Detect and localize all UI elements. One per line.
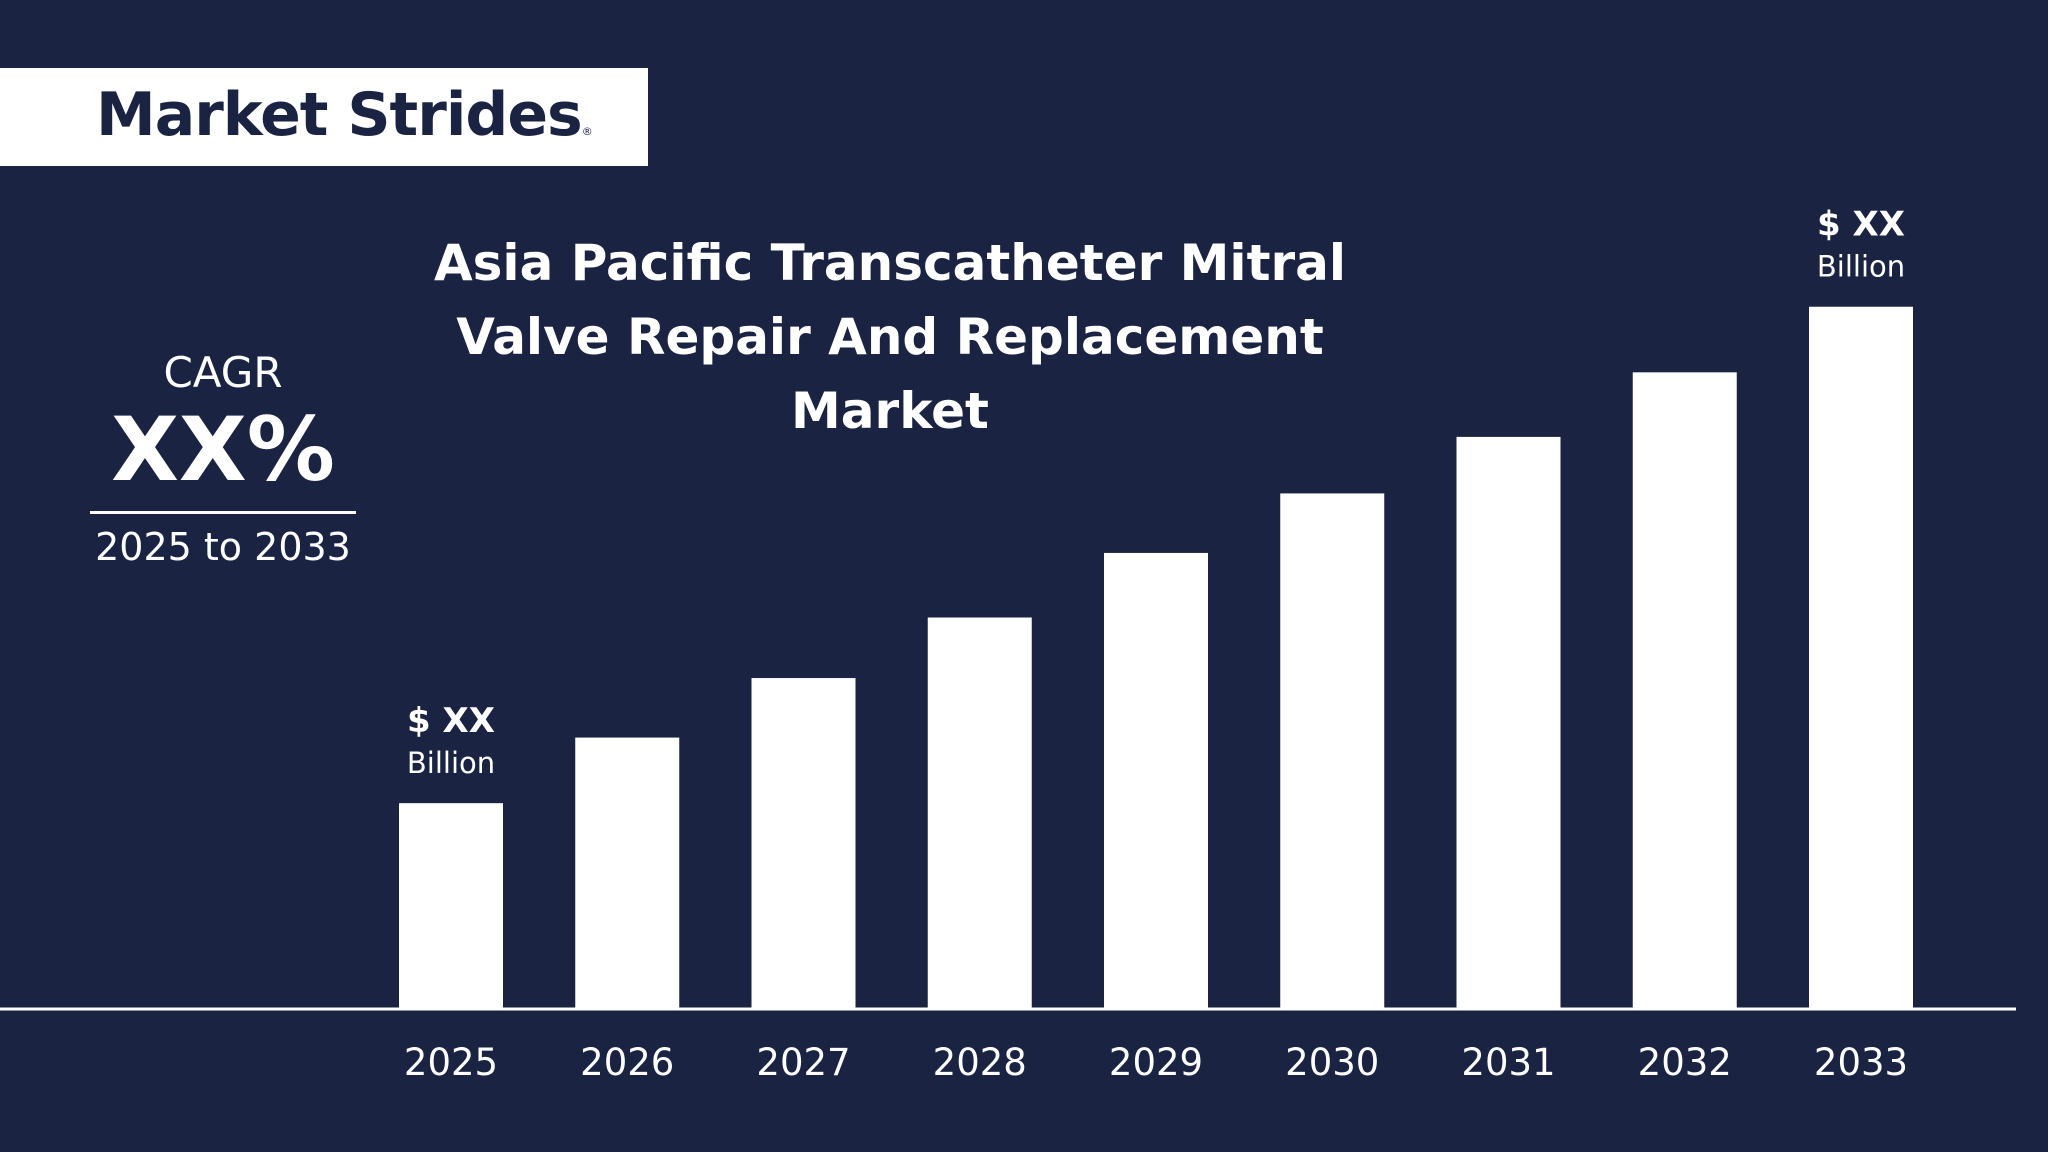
brand-name: Market Strides® xyxy=(96,80,593,150)
x-tick-2033: 2033 xyxy=(1814,1041,1908,1084)
brand-logo: Market Strides® xyxy=(0,68,648,166)
bar-2031 xyxy=(1456,436,1561,1010)
data-label-amount-2033: $ XX xyxy=(1817,205,1905,245)
data-label-amount-2025: $ XX xyxy=(407,701,495,741)
x-tick-2032: 2032 xyxy=(1638,1041,1732,1084)
bar-2029 xyxy=(1104,552,1208,1009)
bar-2033 xyxy=(1809,306,1913,1010)
x-tick-2025: 2025 xyxy=(404,1041,498,1084)
x-tick-2030: 2030 xyxy=(1285,1041,1379,1084)
cagr-label: CAGR xyxy=(163,348,283,397)
x-tick-2028: 2028 xyxy=(933,1041,1027,1084)
registered-mark: ® xyxy=(581,125,593,138)
brand-name-text: Market Strides xyxy=(96,80,583,150)
data-label-unit-2033: Billion xyxy=(1817,250,1905,284)
x-tick-2026: 2026 xyxy=(580,1041,674,1084)
bar-2032 xyxy=(1632,372,1737,1009)
cagr-period: 2025 to 2033 xyxy=(95,525,351,569)
x-tick-2031: 2031 xyxy=(1461,1041,1555,1084)
cagr-value: XX% xyxy=(111,398,335,501)
chart-title: Asia Pacific Transcatheter Mitral Valve … xyxy=(433,234,1347,440)
bar-2030 xyxy=(1280,493,1385,1009)
cagr-divider xyxy=(90,511,356,514)
bar-2028 xyxy=(927,617,1032,1009)
bar-2026 xyxy=(575,737,680,1009)
x-tick-2027: 2027 xyxy=(756,1041,850,1084)
cagr-block: CAGR XX% 2025 to 2033 xyxy=(88,345,358,572)
bar-2027 xyxy=(751,678,856,1009)
x-tick-2029: 2029 xyxy=(1109,1041,1203,1084)
bar-2025 xyxy=(399,803,503,1009)
data-label-unit-2025: Billion xyxy=(407,746,495,780)
